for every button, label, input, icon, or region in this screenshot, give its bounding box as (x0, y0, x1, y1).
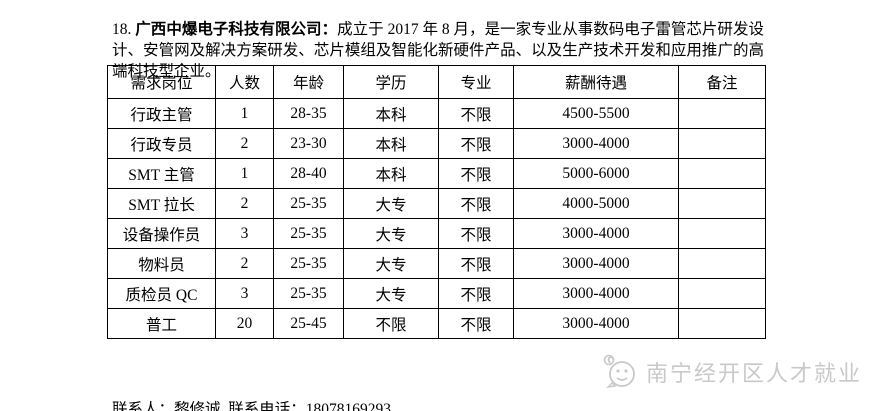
table-row: SMT 拉长 2 25-35 大专 不限 4000-5000 (107, 188, 766, 219)
table-cell: 2 (215, 128, 274, 159)
table-cell: 3000-4000 (513, 218, 679, 249)
table-cell: 3000-4000 (513, 278, 679, 309)
contact-info: 联系人：黎修诚 联系电话：18078169293 地址：南宁市国凯大道 19 号… (112, 351, 409, 411)
watermark: 南宁经开区人才就业 (600, 351, 862, 393)
table-cell: 设备操作员 (107, 218, 216, 249)
table-cell: 本科 (343, 98, 439, 129)
table-row: 行政主管 1 28-35 本科 不限 4500-5500 (107, 98, 766, 129)
column-header: 备注 (678, 65, 766, 99)
company-description: 成立于 2017 年 8 月，是一家专业从事数码电子雷管芯片研发设计、安管网及解… (112, 20, 764, 80)
table-cell (678, 308, 766, 339)
table-cell: 25-35 (273, 248, 344, 279)
table-cell: 不限 (438, 308, 514, 339)
table-cell: 不限 (438, 218, 514, 249)
table-cell: 25-45 (273, 308, 344, 339)
table-cell (678, 158, 766, 189)
table-cell: 2 (215, 248, 274, 279)
table-cell: SMT 主管 (107, 158, 216, 189)
table-cell: 1 (215, 98, 274, 129)
column-header: 专业 (438, 65, 514, 99)
job-table-header-row: 需求岗位 人数 年龄 学历 专业 薪酬待遇 备注 (107, 65, 766, 99)
table-row: 普工 20 25-45 不限 不限 3000-4000 (107, 308, 766, 339)
table-cell: 3000-4000 (513, 128, 679, 159)
job-table-body: 行政主管 1 28-35 本科 不限 4500-5500 行政专员 2 23-30 本科 不限 300… (107, 98, 766, 339)
table-cell: 5000-6000 (513, 158, 679, 189)
column-header: 薪酬待遇 (513, 65, 679, 99)
table-cell: 行政专员 (107, 128, 216, 159)
table-cell: 不限 (438, 128, 514, 159)
table-cell: SMT 拉长 (107, 188, 216, 219)
company-name: 广西中爆电子科技有限公司： (135, 20, 338, 38)
table-cell: 不限 (438, 278, 514, 309)
table-cell: 本科 (343, 128, 439, 159)
table-cell: 3000-4000 (513, 308, 679, 339)
table-cell: 普工 (107, 308, 216, 339)
table-cell: 23-30 (273, 128, 344, 159)
table-cell: 3000-4000 (513, 248, 679, 279)
table-cell (678, 278, 766, 309)
table-cell: 大专 (343, 218, 439, 249)
table-cell: 物料员 (107, 248, 216, 279)
table-cell: 25-35 (273, 278, 344, 309)
table-cell: 大专 (343, 248, 439, 279)
table-cell: 28-40 (273, 158, 344, 189)
account-logo-icon (603, 354, 635, 388)
table-cell: 28-35 (273, 98, 344, 129)
table-cell (678, 98, 766, 129)
table-cell: 20 (215, 308, 274, 339)
table-cell: 行政主管 (107, 98, 216, 129)
table-cell (678, 248, 766, 279)
table-cell: 3 (215, 278, 274, 309)
table-cell: 不限 (438, 98, 514, 129)
table-cell: 25-35 (273, 218, 344, 249)
column-header: 需求岗位 (107, 65, 216, 99)
table-cell: 1 (215, 158, 274, 189)
table-cell: 大专 (343, 188, 439, 219)
job-positions-table: 需求岗位 人数 年龄 学历 专业 薪酬待遇 备注 行政主管 1 28-35 本科 不限 4500-55… (107, 65, 766, 339)
column-header: 年龄 (273, 65, 344, 99)
watermark-text: 南宁经开区人才就业 (646, 361, 863, 386)
contact-person-line: 联系人：黎修诚 联系电话：18078169293 (112, 401, 392, 411)
table-cell (678, 188, 766, 219)
table-cell: 2 (215, 188, 274, 219)
table-cell: 3 (215, 218, 274, 249)
table-cell: 不限 (438, 158, 514, 189)
table-cell (678, 218, 766, 249)
table-row: 质检员 QC 3 25-35 大专 不限 3000-4000 (107, 278, 766, 309)
table-cell: 不限 (438, 248, 514, 279)
table-cell: 4500-5500 (513, 98, 679, 129)
table-cell: 质检员 QC (107, 278, 216, 309)
table-cell: 大专 (343, 278, 439, 309)
table-row: 行政专员 2 23-30 本科 不限 3000-4000 (107, 128, 766, 159)
table-cell (678, 128, 766, 159)
column-header: 人数 (215, 65, 274, 99)
table-cell: 4000-5000 (513, 188, 679, 219)
table-row: 物料员 2 25-35 大专 不限 3000-4000 (107, 248, 766, 279)
company-intro-paragraph: 18. 广西中爆电子科技有限公司：成立于 2017 年 8 月，是一家专业从事数… (112, 19, 764, 82)
table-cell: 本科 (343, 158, 439, 189)
table-cell: 25-35 (273, 188, 344, 219)
table-row: SMT 主管 1 28-40 本科 不限 5000-6000 (107, 158, 766, 189)
table-cell: 不限 (438, 188, 514, 219)
table-cell: 不限 (343, 308, 439, 339)
table-row: 设备操作员 3 25-35 大专 不限 3000-4000 (107, 218, 766, 249)
column-header: 学历 (343, 65, 439, 99)
list-number: 18. (112, 20, 136, 38)
